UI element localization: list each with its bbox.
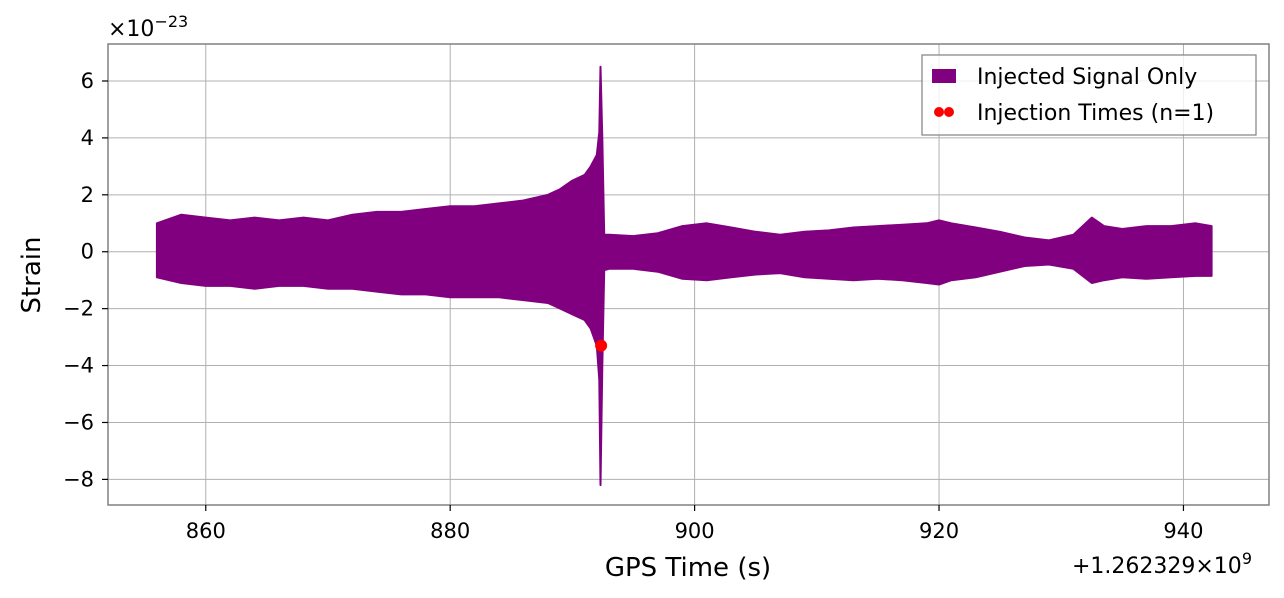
y-scale-label: ×10−23 (108, 12, 188, 42)
x-tick-label: 860 (186, 519, 226, 543)
x-tick-label: 940 (1163, 519, 1203, 543)
y-axis-label: Strain (17, 236, 47, 313)
y-tick-label: −4 (63, 354, 94, 378)
legend-label-injected-signal: Injected Signal Only (977, 65, 1197, 90)
x-axis-label: GPS Time (s) (605, 553, 771, 583)
x-tick-label: 920 (919, 519, 959, 543)
y-tick-label: −6 (63, 410, 94, 434)
x-offset-label: +1.262329×109 (1072, 549, 1252, 579)
x-axis-ticks: 860 880 900 920 940 (186, 505, 1203, 543)
x-tick-label: 880 (430, 519, 470, 543)
y-tick-label: −2 (63, 297, 94, 321)
injection-time-point (595, 339, 608, 352)
legend-label-injection-times: Injection Times (n=1) (977, 101, 1214, 126)
y-tick-label: 4 (81, 126, 94, 150)
legend-marker-injection-times (934, 107, 944, 117)
y-axis-ticks: 6 4 2 0 −2 −4 −6 −8 (63, 69, 108, 491)
x-tick-label: 900 (675, 519, 715, 543)
legend: Injected Signal Only Injection Times (n=… (921, 54, 1257, 136)
legend-swatch-injected-signal (932, 69, 956, 83)
legend-marker-injection-times (944, 107, 954, 117)
plot-frame (107, 43, 1270, 506)
legend-frame (921, 54, 1257, 136)
series-layer (155, 65, 1213, 487)
injected-signal-envelope (155, 65, 1213, 487)
y-tick-label: 6 (81, 69, 94, 93)
y-tick-label: 0 (81, 240, 94, 264)
y-tick-label: −8 (63, 467, 94, 491)
y-tick-label: 2 (81, 183, 94, 207)
